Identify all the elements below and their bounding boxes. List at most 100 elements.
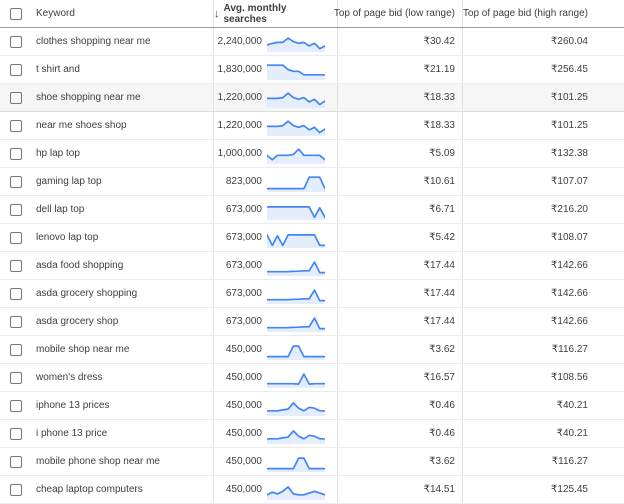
row-checkbox[interactable] — [10, 399, 22, 412]
row-checkbox[interactable] — [10, 427, 22, 440]
row-checkbox[interactable] — [10, 119, 22, 132]
searches-value: 1,830,000 — [217, 64, 263, 75]
keyword-cell: lenovo lap top — [36, 224, 213, 251]
keyword-cell: i phone 13 price — [36, 420, 213, 447]
row-checkbox[interactable] — [10, 287, 22, 300]
keyword-cell: women's dress — [36, 364, 213, 391]
searches-value: 1,000,000 — [217, 148, 263, 159]
keyword-text: mobile phone shop near me — [36, 456, 160, 467]
bid-high-value: ₹116.27 — [551, 456, 588, 467]
bid-high-value: ₹101.25 — [551, 120, 588, 131]
bid-high-value: ₹108.56 — [551, 372, 588, 383]
keyword-cell: asda grocery shopping — [36, 280, 213, 307]
table-row[interactable]: asda food shopping 673,000 ₹17.44 ₹142.6… — [0, 252, 624, 280]
bid-low-value: ₹3.62 — [429, 344, 455, 355]
bid-low-cell: ₹5.42 — [337, 224, 462, 251]
row-checkbox[interactable] — [10, 455, 22, 468]
bid-high-cell: ₹216.20 — [462, 196, 624, 223]
column-header-searches[interactable]: ↓ Avg. monthly searches — [213, 0, 337, 27]
bid-low-cell: ₹3.62 — [337, 448, 462, 475]
select-all-checkbox[interactable] — [10, 7, 22, 20]
column-header-keyword[interactable]: Keyword — [36, 0, 213, 27]
searches-cell: 673,000 — [213, 308, 337, 335]
searches-value: 450,000 — [225, 400, 262, 411]
table-row[interactable]: near me shoes shop 1,220,000 ₹18.33 ₹101… — [0, 112, 624, 140]
row-checkbox[interactable] — [10, 35, 22, 48]
table-row[interactable]: lenovo lap top 673,000 ₹5.42 ₹108.07 — [0, 224, 624, 252]
row-checkbox-cell — [0, 84, 36, 111]
table-row[interactable]: t shirt and 1,830,000 ₹21.19 ₹256.45 — [0, 56, 624, 84]
keyword-text: clothes shopping near me — [36, 36, 151, 47]
table-row[interactable]: mobile shop near me 450,000 ₹3.62 ₹116.2… — [0, 336, 624, 364]
row-checkbox[interactable] — [10, 343, 22, 356]
table-row[interactable]: women's dress 450,000 ₹16.57 ₹108.56 — [0, 364, 624, 392]
bid-high-value: ₹40.21 — [556, 428, 588, 439]
table-row[interactable]: shoe shopping near me 1,220,000 ₹18.33 ₹… — [0, 84, 624, 112]
bid-low-value: ₹17.44 — [423, 288, 455, 299]
keyword-text: iphone 13 prices — [36, 400, 110, 411]
table-row[interactable]: clothes shopping near me 2,240,000 ₹30.4… — [0, 28, 624, 56]
bid-high-cell: ₹108.56 — [462, 364, 624, 391]
row-checkbox[interactable] — [10, 315, 22, 328]
row-checkbox[interactable] — [10, 91, 22, 104]
table-row[interactable]: iphone 13 prices 450,000 ₹0.46 ₹40.21 — [0, 392, 624, 420]
row-checkbox[interactable] — [10, 175, 22, 188]
keyword-cell: t shirt and — [36, 56, 213, 83]
row-checkbox[interactable] — [10, 483, 22, 496]
bid-low-cell: ₹10.61 — [337, 168, 462, 195]
searches-value: 450,000 — [225, 372, 262, 383]
table-row[interactable]: mobile phone shop near me 450,000 ₹3.62 … — [0, 448, 624, 476]
table-row[interactable]: cheap laptop computers 450,000 ₹14.51 ₹1… — [0, 476, 624, 504]
bid-low-cell: ₹21.19 — [337, 56, 462, 83]
bid-low-cell: ₹5.09 — [337, 140, 462, 167]
bid-high-value: ₹142.66 — [551, 316, 588, 327]
sparkline-chart — [267, 205, 325, 220]
bid-high-cell: ₹40.21 — [462, 392, 624, 419]
table-row[interactable]: i phone 13 price 450,000 ₹0.46 ₹40.21 — [0, 420, 624, 448]
bid-high-cell: ₹107.07 — [462, 168, 624, 195]
row-checkbox[interactable] — [10, 371, 22, 384]
sparkline-chart — [267, 260, 325, 276]
searches-cell: 2,240,000 — [213, 28, 337, 55]
bid-low-value: ₹30.42 — [423, 36, 455, 47]
keyword-text: i phone 13 price — [36, 428, 108, 439]
searches-value: 450,000 — [225, 484, 262, 495]
keyword-cell: asda food shopping — [36, 252, 213, 279]
searches-value: 1,220,000 — [217, 120, 263, 131]
keyword-text: asda food shopping — [36, 260, 124, 271]
row-checkbox[interactable] — [10, 147, 22, 160]
row-checkbox[interactable] — [10, 203, 22, 216]
searches-header-label: Avg. monthly searches — [223, 2, 287, 25]
bid-low-cell: ₹0.46 — [337, 420, 462, 447]
column-header-bid-low[interactable]: Top of page bid (low range) — [334, 0, 462, 27]
row-checkbox[interactable] — [10, 259, 22, 272]
keyword-cell: shoe shopping near me — [36, 84, 213, 111]
table-row[interactable]: gaming lap top 823,000 ₹10.61 ₹107.07 — [0, 168, 624, 196]
table-row[interactable]: asda grocery shopping 673,000 ₹17.44 ₹14… — [0, 280, 624, 308]
bid-high-cell: ₹101.25 — [462, 84, 624, 111]
table-row[interactable]: dell lap top 673,000 ₹6.71 ₹216.20 — [0, 196, 624, 224]
select-all-cell — [0, 0, 36, 27]
bid-low-value: ₹3.62 — [429, 456, 455, 467]
table-row[interactable]: hp lap top 1,000,000 ₹5.09 ₹132.38 — [0, 140, 624, 168]
bid-high-value: ₹132.38 — [551, 148, 588, 159]
bid-low-cell: ₹30.42 — [337, 28, 462, 55]
bid-low-cell: ₹17.44 — [337, 280, 462, 307]
row-checkbox-cell — [0, 28, 36, 55]
keyword-text: gaming lap top — [36, 176, 102, 187]
sparkline-chart — [267, 429, 325, 444]
bid-low-value: ₹18.33 — [423, 92, 455, 103]
row-checkbox[interactable] — [10, 231, 22, 244]
bid-high-value: ₹256.45 — [551, 64, 588, 75]
row-checkbox[interactable] — [10, 63, 22, 76]
bid-high-cell: ₹142.66 — [462, 252, 624, 279]
column-header-bid-high[interactable]: Top of page bid (high range) — [462, 0, 624, 27]
searches-cell: 1,220,000 — [213, 112, 337, 139]
keyword-text: hp lap top — [36, 148, 80, 159]
searches-cell: 1,830,000 — [213, 56, 337, 83]
bid-high-value: ₹101.25 — [551, 92, 588, 103]
bid-low-cell: ₹0.46 — [337, 392, 462, 419]
searches-value: 673,000 — [225, 260, 262, 271]
sparkline-chart — [267, 36, 325, 52]
table-row[interactable]: asda grocery shop 673,000 ₹17.44 ₹142.66 — [0, 308, 624, 336]
